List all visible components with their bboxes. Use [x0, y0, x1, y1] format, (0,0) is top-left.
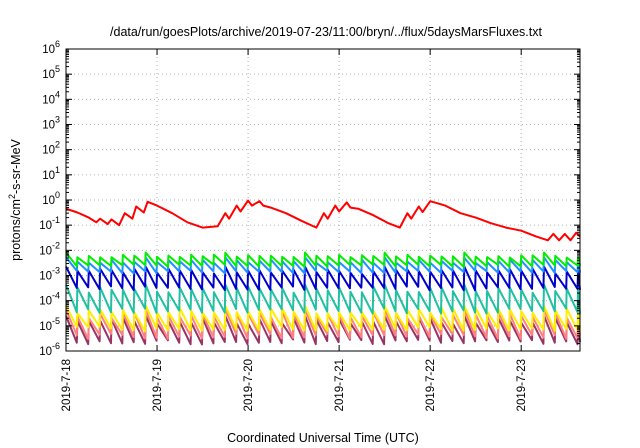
- y-tick-label: 10-5: [39, 316, 60, 333]
- x-tick-label: 2019-7-19: [152, 359, 164, 411]
- y-tick-label: 101: [42, 165, 60, 182]
- y-tick-label: 102: [42, 140, 60, 157]
- x-tick-label: 2019-7-20: [243, 359, 255, 411]
- series-line: [65, 251, 581, 268]
- y-tick-label: 106: [42, 39, 60, 56]
- x-tick-label: 2019-7-21: [334, 359, 346, 411]
- y-tick-label: 10-3: [39, 266, 60, 283]
- series-line: [65, 199, 581, 242]
- y-tick-label: 100: [42, 190, 60, 207]
- x-axis-label: Coordinated Universal Time (UTC): [227, 431, 419, 445]
- y-tick-label: 105: [42, 64, 60, 81]
- tick-layer: 10-6 10-5 10-4 10-3 10-2 10-1 100 101 102 103 104 1…: [39, 39, 580, 411]
- y-tick-label: 103: [42, 115, 60, 132]
- series-line: [65, 283, 581, 315]
- x-tick-label: 2019-7-18: [61, 359, 73, 411]
- x-tick-label: 2019-7-23: [516, 359, 528, 411]
- chart-title: /data/run/goesPlots/archive/2019-07-23/1…: [110, 25, 542, 39]
- y-axis-label: protons/cm2-s-sr-MeV: [7, 138, 23, 260]
- y-tick-label: 10-2: [39, 240, 60, 257]
- y-tick-label: 104: [42, 89, 60, 106]
- x-tick-label: 2019-7-22: [425, 359, 437, 411]
- series-layer: [65, 199, 581, 346]
- y-tick-label: 10-4: [39, 291, 60, 308]
- y-tick-label: 10-6: [39, 341, 60, 358]
- y-tick-label: 10-1: [39, 215, 60, 232]
